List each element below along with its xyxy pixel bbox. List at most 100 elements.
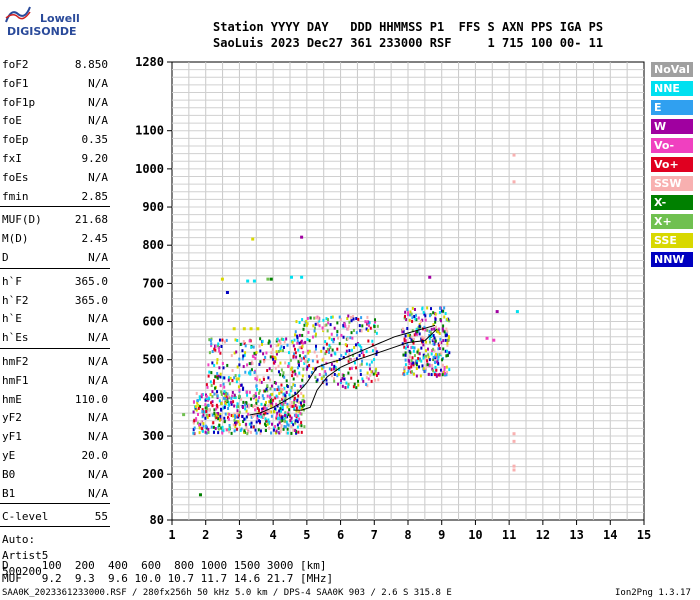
echo-point [207,398,210,402]
echo-point [262,407,265,411]
echo-point [360,346,363,350]
echo-point [284,425,287,429]
echo-point [223,385,226,389]
echo-point [347,314,350,318]
echo-point [443,365,446,369]
echo-point [438,353,441,357]
echo-point [353,361,356,365]
echo-point [269,387,272,391]
echo-point [257,399,260,403]
echo-point [298,354,301,358]
echo-point [344,386,347,390]
echo-point [255,431,258,435]
echo-point [423,355,426,359]
echo-point [274,424,277,428]
echo-point [192,400,195,404]
echo-point [425,340,428,344]
echo-point [314,375,317,379]
echo-point [374,347,377,351]
param-name: D [2,251,9,264]
echo-point [376,324,379,328]
echo-point [315,354,318,358]
echo-point [416,330,419,334]
echo-point [266,419,269,423]
echo-point [359,363,362,367]
footer-file-info: SAA0K_2023361233000.RSF / 280fx256h 50 k… [2,588,452,598]
echo-point [439,319,442,323]
echo-point [274,407,277,411]
echo-point [223,420,226,424]
echo-point [367,324,370,328]
echo-point [198,493,202,497]
echo-point [317,322,320,326]
echo-point [439,368,442,372]
param-name: foF2 [2,58,29,71]
echo-point [275,344,278,348]
echo-point [212,425,215,429]
echo-point [352,314,355,318]
echo-point [296,336,299,340]
echo-point [205,431,208,435]
echo-point [204,406,207,410]
x-tick-label: 11 [502,528,516,542]
echo-point [313,329,316,333]
echo-point [236,338,239,342]
echo-point [196,399,199,403]
echo-point [234,416,237,420]
echo-point [422,353,425,357]
echo-point [337,382,340,386]
echo-point [286,405,289,409]
echo-point [259,349,262,353]
echo-point [220,402,223,406]
param-name: foE [2,114,22,128]
echo-point [211,395,214,399]
echo-point [281,405,284,409]
echo-point [406,327,409,331]
echo-point [429,331,432,335]
echo-point [297,348,300,352]
echo-point [286,385,289,389]
echo-point [264,355,267,359]
echo-point [405,318,408,322]
echo-point [417,348,420,352]
ionogram-chart: 1 2 3 4 5 6 7 8 9 10 11 12 13 14 158020030040050060070… [135,55,651,542]
legend-item-w: W [651,119,693,134]
echo-point [222,419,225,423]
echo-point [414,317,417,321]
legend-item-noval: NoVal [651,62,693,77]
echo-point [277,385,280,389]
echo-point [233,418,236,422]
echo-point [214,386,217,390]
param-row-g1-7: fmin 2.85 [2,190,108,203]
echo-point [208,338,211,342]
echo-point [294,428,297,432]
echo-point [430,352,433,356]
echo-point [226,396,229,400]
echo-point [330,332,333,336]
echo-point [301,344,304,348]
echo-point [284,361,287,365]
echo-point [322,318,325,322]
echo-point [202,422,205,426]
echo-point [339,317,342,321]
echo-point [283,417,286,421]
echo-point [223,340,226,344]
echo-point [317,317,320,321]
echo-point [205,404,208,408]
echo-point [322,346,325,350]
echo-point [421,338,424,342]
echo-point [443,330,446,334]
echo-point [410,362,413,366]
echo-point [308,349,311,353]
echo-point [192,431,195,435]
echo-point [349,315,352,319]
echo-point [443,368,446,372]
echo-point [297,394,300,398]
echo-point [232,414,235,418]
echo-point [263,422,266,426]
echo-point [192,421,195,425]
echo-point [512,180,516,184]
echo-point [446,330,449,334]
echo-point [432,311,435,315]
echo-point [440,351,443,355]
